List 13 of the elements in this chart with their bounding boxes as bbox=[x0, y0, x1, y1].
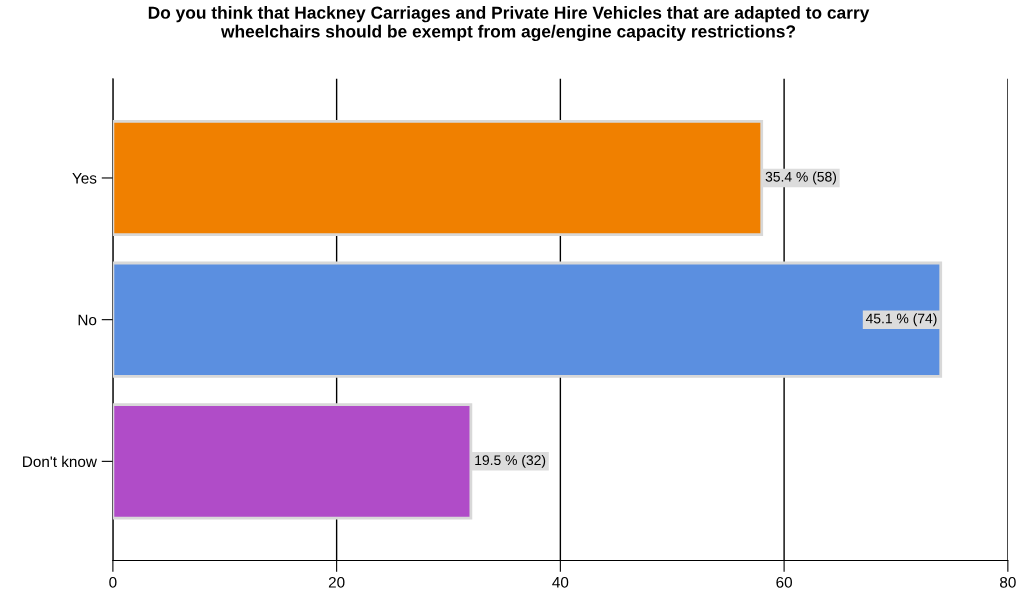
y-tick-label: Don't know bbox=[23, 455, 97, 468]
y-tick-label: No bbox=[78, 314, 97, 326]
data-label: 45.1 % (74) bbox=[865, 313, 937, 327]
x-tick-label: 20 bbox=[328, 576, 345, 588]
data-label: 35.4 % (58) bbox=[765, 171, 837, 185]
bar bbox=[112, 261, 943, 378]
x-tick-label: 80 bbox=[1000, 576, 1016, 588]
x-tick-label: 40 bbox=[552, 576, 569, 588]
y-tick-label: Yes bbox=[72, 172, 97, 184]
x-tick-label: 60 bbox=[776, 576, 793, 588]
data-label: 19.5 % (32) bbox=[475, 454, 546, 468]
chart-title: Do you think that Hackney Carriages and Private Hire Vehicles that are adapted to carry wheelchairs should be exempt from age/engine capacity restrictions? bbox=[148, 6, 870, 42]
x-tick-label: 0 bbox=[109, 576, 117, 588]
